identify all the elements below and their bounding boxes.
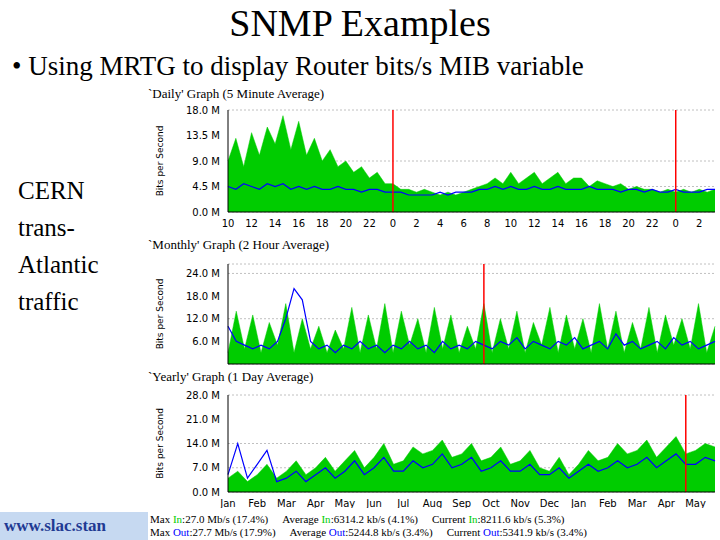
svg-text:Bits per Second: Bits per Second (155, 126, 165, 197)
svg-text:16: 16 (292, 218, 305, 228)
svg-text:24.0 M: 24.0 M (186, 268, 220, 279)
svg-text:Bits per Second: Bits per Second (155, 408, 165, 479)
svg-text:12: 12 (528, 218, 541, 228)
html-text:trans-: trans- (18, 214, 75, 241)
svg-text:May: May (335, 498, 356, 508)
svg-text:20: 20 (339, 218, 352, 228)
svg-text:Jan: Jan (219, 498, 235, 508)
svg-text:12.0 M: 12.0 M (186, 313, 220, 324)
svg-text:10: 10 (222, 218, 235, 228)
html-text:`Monthly' Graph (2 Hour Averag: `Monthly' Graph (2 Hour Average) (148, 237, 330, 252)
svg-text:Jan: Jan (570, 498, 586, 508)
svg-text:Apr: Apr (658, 498, 676, 508)
svg-text:12: 12 (245, 218, 258, 228)
svg-text:18: 18 (599, 218, 612, 228)
svg-text:7.0 M: 7.0 M (192, 462, 220, 473)
svg-text:May: May (685, 498, 706, 508)
html-text:www.slac.stan: www.slac.stan (4, 516, 106, 535)
svg-text:0: 0 (673, 218, 679, 228)
svg-text:18.0 M: 18.0 M (186, 105, 220, 116)
svg-text:Mar: Mar (277, 498, 297, 508)
svg-text:9.0 M: 9.0 M (192, 156, 220, 167)
svg-text:Aug: Aug (423, 498, 443, 508)
svg-text:Feb: Feb (599, 498, 617, 508)
svg-text:0: 0 (390, 218, 396, 228)
html-text:CERN: CERN (18, 177, 85, 204)
html-text:Average Out:5244.8 kb/s (3.4%): Average Out:5244.8 kb/s (3.4%) (289, 526, 433, 538)
html-text:Atlantic: Atlantic (18, 251, 99, 278)
svg-text:4.5 M: 4.5 M (192, 181, 220, 192)
svg-text:6: 6 (460, 218, 466, 228)
html-text:`Yearly' Graph (1 Day Average): `Yearly' Graph (1 Day Average) (148, 369, 314, 384)
svg-text:0.0 M: 0.0 M (192, 487, 220, 498)
svg-text:22: 22 (646, 218, 659, 228)
svg-text:Nov: Nov (510, 498, 530, 508)
svg-text:28.0 M: 28.0 M (186, 390, 220, 401)
html-text:Average In:6314.2 kb/s (4.1%): Average In:6314.2 kb/s (4.1%) (282, 513, 418, 525)
html-text:Max Out:27.7 Mb/s (17.9%): Max Out:27.7 Mb/s (17.9%) (150, 526, 276, 538)
svg-text:Apr: Apr (307, 498, 325, 508)
svg-text:14: 14 (552, 218, 565, 228)
svg-text:22: 22 (363, 218, 376, 228)
html-text:Current In:8211.6 kb/s (5.3%): Current In:8211.6 kb/s (5.3%) (432, 513, 565, 525)
svg-text:18.0 M: 18.0 M (186, 291, 220, 302)
html-text:Max In:27.0 Mb/s (17.4%): Max In:27.0 Mb/s (17.4%) (150, 513, 269, 525)
svg-text:0.0 M: 0.0 M (192, 207, 220, 218)
svg-text:10: 10 (504, 218, 517, 228)
html-text:`Daily' Graph (5 Minute Averag: `Daily' Graph (5 Minute Average) (148, 86, 325, 101)
html-text:Current Out:5341.9 kb/s (3.4%): Current Out:5341.9 kb/s (3.4%) (446, 526, 587, 538)
html-text:SNMP Examples: SNMP Examples (229, 2, 491, 44)
svg-text:Bits per Second: Bits per Second (155, 279, 165, 350)
svg-text:13.5 M: 13.5 M (186, 130, 220, 141)
html-text:traffic: traffic (18, 288, 79, 315)
svg-text:2: 2 (696, 218, 702, 228)
svg-text:14.0 M: 14.0 M (186, 438, 220, 449)
svg-text:8: 8 (484, 218, 490, 228)
svg-text:20: 20 (622, 218, 635, 228)
svg-text:Sep: Sep (452, 498, 471, 508)
svg-text:Dec: Dec (540, 498, 559, 508)
svg-text:14: 14 (269, 218, 282, 228)
html-text:• Using MRTG to display Router: • Using MRTG to display Router bits/s MI… (12, 51, 584, 81)
svg-text:6.0 M: 6.0 M (192, 336, 220, 347)
svg-text:Mar: Mar (628, 498, 648, 508)
svg-text:Feb: Feb (248, 498, 266, 508)
svg-text:16: 16 (575, 218, 588, 228)
svg-text:2: 2 (413, 218, 419, 228)
svg-text:18: 18 (316, 218, 329, 228)
svg-text:Oct: Oct (482, 498, 499, 508)
svg-text:Jun: Jun (365, 498, 382, 508)
svg-text:Jul: Jul (396, 498, 409, 508)
svg-text:21.0 M: 21.0 M (186, 414, 220, 425)
svg-text:4: 4 (437, 218, 443, 228)
